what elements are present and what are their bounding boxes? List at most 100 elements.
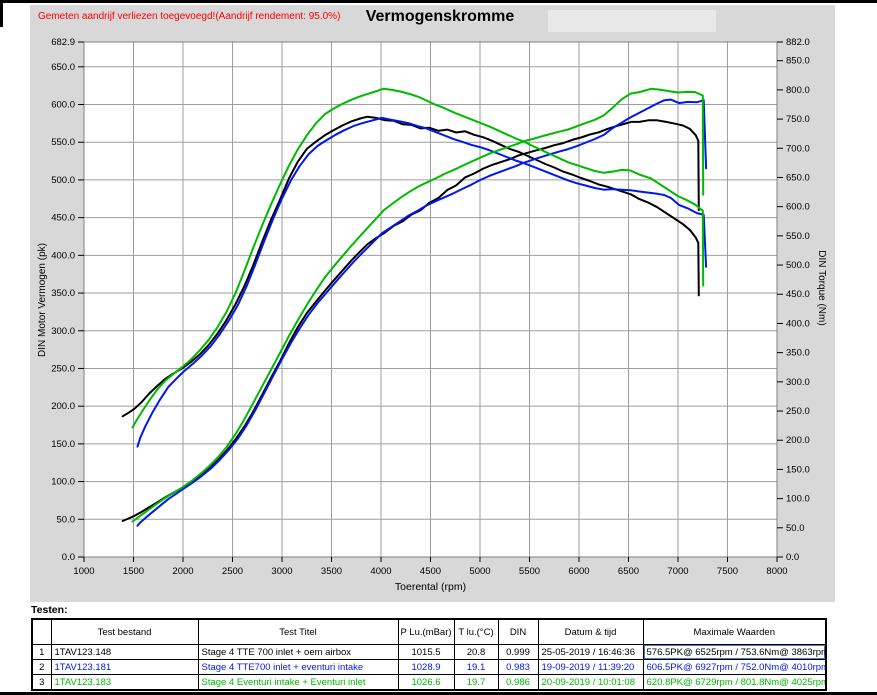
- cell-t_lu[interactable]: 19.7: [453, 674, 499, 691]
- svg-text:3000: 3000: [271, 566, 292, 577]
- svg-text:550.0: 550.0: [51, 137, 75, 148]
- svg-text:0.0: 0.0: [786, 552, 799, 563]
- svg-text:5500: 5500: [519, 566, 540, 577]
- svg-text:682.9: 682.9: [51, 37, 75, 48]
- col-header-T lu.(°C): T lu.(°C): [453, 618, 499, 645]
- tests-table-header-row: Test bestand Test Titel P Lu.(mBar) T lu.(°…: [31, 618, 827, 645]
- svg-text:4500: 4500: [420, 566, 441, 577]
- cell-max[interactable]: 620.8PK@ 6729rpm / 801.8Nm@ 4025rpm: [642, 674, 827, 691]
- chart-title: Vermogenskromme: [365, 8, 515, 25]
- cell-p_lu[interactable]: 1028.9: [397, 659, 455, 675]
- svg-text:7000: 7000: [667, 566, 688, 577]
- axis-ticks: [78, 41, 783, 562]
- svg-text:2500: 2500: [222, 566, 243, 577]
- svg-text:200.0: 200.0: [51, 401, 75, 412]
- col-header-Test bestand: Test bestand: [50, 618, 199, 645]
- cell-datum[interactable]: 20-09-2019 / 10:01:08: [537, 674, 644, 691]
- tests-section-label: Testen:: [31, 604, 68, 616]
- cell-title[interactable]: Stage 4 TTE 700 inlet + oem airbox: [197, 644, 399, 660]
- dyno-chart: 682.9 650.0 600.0 550.0 500.0 450.0 400.0 350.0…: [37, 37, 827, 593]
- svg-text:150.0: 150.0: [51, 439, 75, 450]
- svg-text:5000: 5000: [469, 566, 490, 577]
- power-curve-3: [131, 87, 705, 523]
- test-row-1: 1 1TAV123.148 Stage 4 TTE 700 inlet + oem …: [31, 644, 827, 660]
- svg-text:350.0: 350.0: [51, 288, 75, 299]
- cell-num: 1: [31, 644, 52, 660]
- svg-text:450.0: 450.0: [51, 213, 75, 224]
- col-header-P Lu.(mBar): P Lu.(mBar): [397, 618, 455, 645]
- svg-text:50.0: 50.0: [786, 523, 805, 534]
- svg-text:500.0: 500.0: [786, 260, 810, 271]
- svg-text:550.0: 550.0: [786, 231, 810, 242]
- tests-table: Test bestand Test Titel P Lu.(mBar) T lu.(°…: [31, 618, 827, 691]
- svg-text:500.0: 500.0: [51, 175, 75, 186]
- right-axis-title: DIN Torque (Nm): [816, 250, 827, 325]
- cell-title[interactable]: Stage 4 Eventuri intake + Eventuri inlet: [197, 674, 399, 691]
- svg-text:400.0: 400.0: [786, 318, 810, 329]
- cell-datum[interactable]: 19-09-2019 / 11:39:20: [537, 659, 644, 675]
- axis-tick-labels: 682.9 650.0 600.0 550.0 500.0 450.0 400.0 350.0…: [51, 37, 810, 577]
- top-border-bar: [0, 0, 877, 3]
- power-curve-2: [136, 98, 708, 527]
- col-header-DIN: DIN: [497, 618, 539, 645]
- chart-panel: Gemeten aandrijf verliezen toegevoegd!(A…: [30, 5, 835, 602]
- svg-text:7500: 7500: [717, 566, 738, 577]
- cell-file[interactable]: 1TAV123.181: [50, 659, 199, 675]
- test-row-3: 3 1TAV123.183 Stage 4 Eventuri intake + Ev…: [31, 674, 827, 691]
- svg-text:8000: 8000: [766, 566, 787, 577]
- test-row-2: 2 1TAV123.181 Stage 4 TTE700 inlet + event…: [31, 659, 827, 675]
- svg-text:1500: 1500: [123, 566, 144, 577]
- cell-title[interactable]: Stage 4 TTE700 inlet + eventuri intake: [197, 659, 399, 675]
- cell-p_lu[interactable]: 1026.6: [397, 674, 455, 691]
- svg-text:350.0: 350.0: [786, 348, 810, 359]
- svg-text:0.0: 0.0: [62, 552, 75, 563]
- svg-text:850.0: 850.0: [786, 56, 810, 67]
- gridlines: [84, 42, 777, 557]
- drivetrain-loss-annotation: Gemeten aandrijf verliezen toegevoegd!(A…: [38, 11, 341, 22]
- svg-text:1000: 1000: [73, 566, 94, 577]
- svg-text:700.0: 700.0: [786, 143, 810, 154]
- cell-max[interactable]: 576.5PK@ 6525rpm / 753.6Nm@ 3863rpm: [642, 644, 827, 660]
- cell-p_lu[interactable]: 1015.5: [397, 644, 455, 660]
- cell-t_lu[interactable]: 19.1: [453, 659, 499, 675]
- col-header-Test Titel: Test Titel: [197, 618, 399, 645]
- svg-text:300.0: 300.0: [786, 377, 810, 388]
- svg-text:2000: 2000: [172, 566, 193, 577]
- torque-curve-2: [136, 116, 708, 448]
- svg-text:250.0: 250.0: [786, 406, 810, 417]
- svg-text:6000: 6000: [568, 566, 589, 577]
- svg-text:800.0: 800.0: [786, 85, 810, 96]
- cell-datum[interactable]: 25-05-2019 / 16:46:36: [537, 644, 644, 660]
- svg-text:100.0: 100.0: [51, 477, 75, 488]
- left-axis-title: DIN Motor Vermogen (pk): [37, 243, 48, 357]
- svg-text:150.0: 150.0: [786, 464, 810, 475]
- svg-text:650.0: 650.0: [786, 172, 810, 183]
- cell-din[interactable]: 0.986: [497, 674, 539, 691]
- svg-text:400.0: 400.0: [51, 250, 75, 261]
- panel-highlight-box: [548, 10, 716, 32]
- svg-text:600.0: 600.0: [786, 202, 810, 213]
- svg-text:882.0: 882.0: [786, 37, 810, 48]
- svg-text:6500: 6500: [618, 566, 639, 577]
- svg-text:100.0: 100.0: [786, 494, 810, 505]
- svg-text:600.0: 600.0: [51, 100, 75, 111]
- left-border-notch: [0, 0, 3, 27]
- col-header-Datum & tijd: Datum & tijd: [537, 618, 644, 645]
- svg-text:750.0: 750.0: [786, 114, 810, 125]
- svg-text:200.0: 200.0: [786, 435, 810, 446]
- svg-text:4000: 4000: [370, 566, 391, 577]
- cell-file[interactable]: 1TAV123.148: [50, 644, 199, 660]
- bottom-border-bar: [0, 692, 877, 695]
- cell-din[interactable]: 0.999: [497, 644, 539, 660]
- svg-text:650.0: 650.0: [51, 62, 75, 73]
- col-header-Maximale Waarden: Maximale Waarden: [642, 618, 827, 645]
- cell-max[interactable]: 606.5PK@ 6927rpm / 752.0Nm@ 4010rpm: [642, 659, 827, 675]
- cell-num: 3: [31, 674, 52, 691]
- cell-din[interactable]: 0.983: [497, 659, 539, 675]
- svg-text:50.0: 50.0: [57, 514, 76, 525]
- cell-t_lu[interactable]: 20.8: [453, 644, 499, 660]
- col-header-row-number: [31, 618, 52, 645]
- cell-file[interactable]: 1TAV123.183: [50, 674, 199, 691]
- torque-curve-3: [131, 87, 705, 429]
